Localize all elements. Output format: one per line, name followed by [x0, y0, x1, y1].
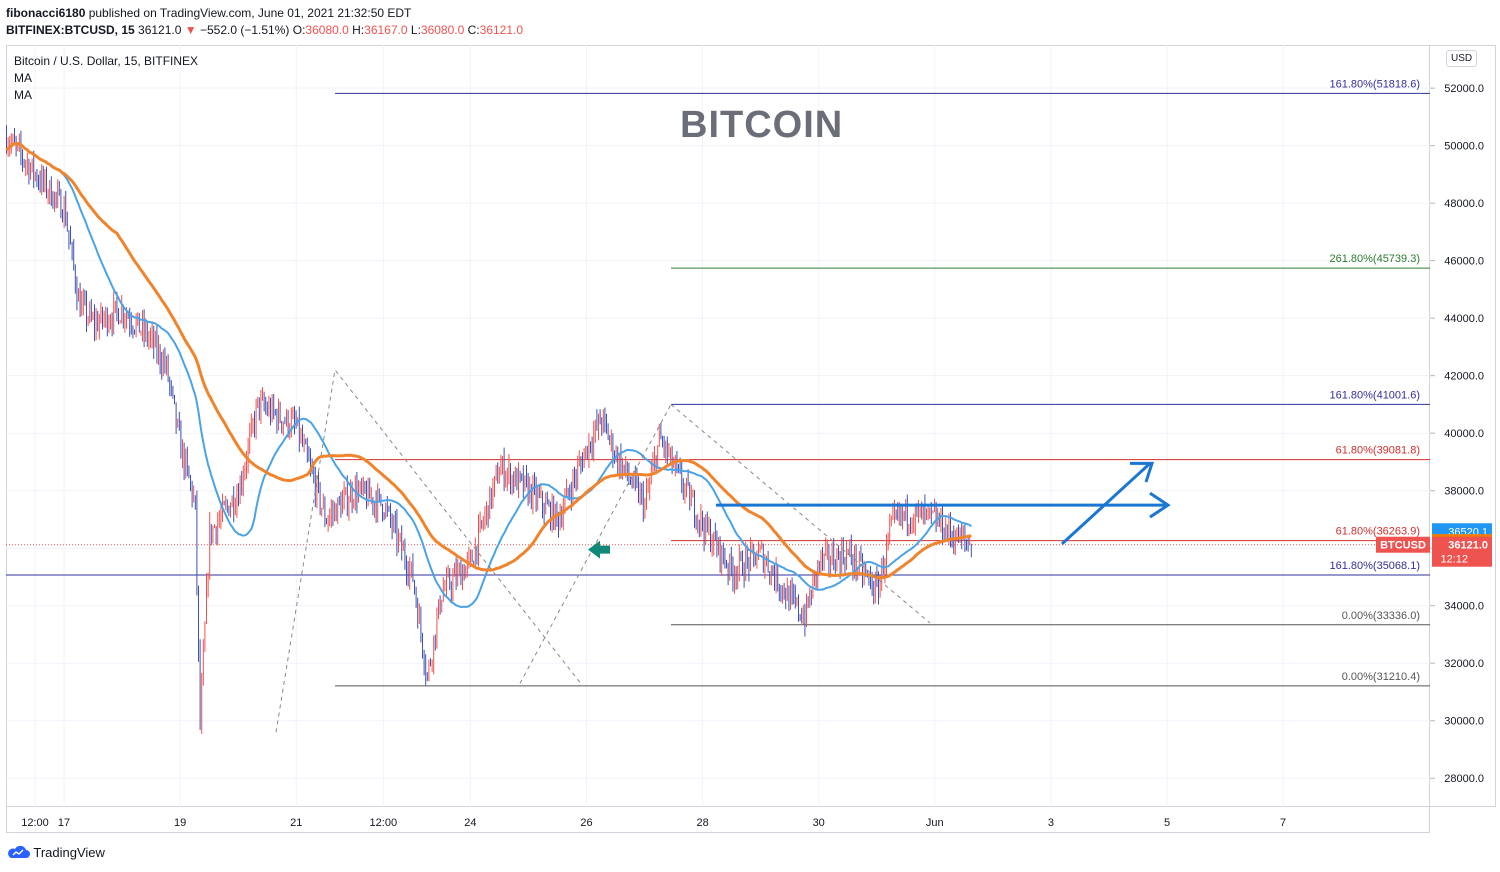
close-value: 36121.0 — [479, 23, 524, 37]
tradingview-brand[interactable]: TradingView — [6, 845, 105, 862]
low-value: 36080.0 — [420, 23, 465, 37]
high-label: H: — [352, 23, 365, 37]
x-tick-label: 12:00 — [21, 817, 49, 829]
x-tick-label: 3 — [1048, 817, 1054, 829]
tradingview-cloud-icon — [6, 845, 30, 862]
x-tick-label: 28 — [696, 817, 708, 829]
fib-level-label: 61.80%(36263.9) — [1336, 526, 1420, 538]
down-triangle-icon: ▼ — [184, 23, 197, 37]
y-tick-label: 28000.0 — [1444, 773, 1484, 785]
publish-text: published on TradingView.com, June 01, 2… — [85, 6, 412, 20]
fib-level-label: 161.80%(41001.6) — [1329, 389, 1420, 401]
x-tick-label: 30 — [813, 817, 825, 829]
y-tick-label: 42000.0 — [1444, 371, 1484, 383]
last-price-tag — [1432, 536, 1492, 567]
ohlc-header: BITFINEX:BTCUSD, 15 36121.0 ▼ −552.0 (−1… — [6, 23, 523, 37]
legend-ma-2[interactable]: MA — [14, 88, 32, 102]
x-tick-label: 26 — [580, 817, 592, 829]
price-change: −552.0 (−1.51%) — [200, 23, 290, 37]
fib-level-label: 0.00%(33336.0) — [1342, 610, 1420, 622]
symbol-tag — [1376, 536, 1430, 553]
trend-dashed-line — [519, 404, 672, 684]
publish-info: fibonacci6180 published on TradingView.c… — [6, 6, 411, 20]
open-value: 36080.0 — [305, 23, 349, 37]
x-tick-label: 19 — [174, 817, 186, 829]
projection-arrow — [1060, 462, 1152, 546]
y-tick-label: 50000.0 — [1444, 141, 1484, 153]
author-name[interactable]: fibonacci6180 — [6, 6, 86, 20]
high-value: 36167.0 — [364, 23, 408, 37]
fib-level-label: 161.80%(51818.6) — [1329, 78, 1420, 90]
close-label: C: — [467, 23, 480, 37]
y-tick-label: 46000.0 — [1444, 256, 1484, 268]
symbol-tag-text: BTCUSD — [1380, 540, 1426, 552]
chart-watermark: BITCOIN — [680, 104, 844, 146]
y-tick-label: 44000.0 — [1444, 313, 1484, 325]
fib-level-label: 261.80%(45739.3) — [1329, 253, 1420, 265]
y-tick-label: 38000.0 — [1444, 486, 1484, 498]
y-tick-label: 32000.0 — [1444, 658, 1484, 670]
legend-title: Bitcoin / U.S. Dollar, 15, BITFINEX — [14, 54, 199, 68]
y-tick-label: 30000.0 — [1444, 716, 1484, 728]
trend-dashed-line — [670, 404, 931, 624]
y-tick-label: 34000.0 — [1444, 601, 1484, 613]
x-tick-label: 21 — [290, 817, 302, 829]
legend-ma-1[interactable]: MA — [14, 71, 32, 85]
fib-level-label: 0.00%(31210.4) — [1342, 671, 1420, 683]
ma-slow-line — [5, 142, 972, 580]
symbol-label: BITFINEX:BTCUSD, 15 — [6, 23, 135, 37]
ray-arrow-head — [1149, 491, 1171, 519]
x-tick-label: 12:00 — [370, 817, 398, 829]
time-axis[interactable] — [6, 807, 1430, 833]
x-tick-label: Jun — [926, 817, 944, 829]
last-price: 36121.0 — [138, 23, 182, 37]
x-tick-label: 24 — [464, 817, 476, 829]
low-label: L: — [410, 23, 421, 37]
x-tick-label: 7 — [1280, 817, 1286, 829]
trend-dashed-line — [275, 368, 584, 733]
projection-arrow-head — [1130, 461, 1155, 483]
fib-level-label: 61.80%(39081.8) — [1336, 445, 1420, 457]
brand-name: TradingView — [33, 845, 105, 860]
chart-legend: Bitcoin / U.S. Dollar, 15, BITFINEX MA M… — [14, 53, 198, 104]
countdown-text: 12:12 — [1440, 554, 1468, 566]
x-tick-label: 17 — [58, 817, 70, 829]
currency-badge[interactable]: USD — [1446, 50, 1478, 67]
price-axis[interactable] — [1430, 45, 1496, 807]
y-tick-label: 52000.0 — [1444, 83, 1484, 95]
y-tick-label: 40000.0 — [1444, 428, 1484, 440]
left-arrow-icon — [588, 540, 610, 559]
chart-pane[interactable] — [6, 45, 1430, 807]
last-price-text: 36121.0 — [1448, 540, 1488, 552]
open-label: O: — [292, 23, 306, 37]
y-tick-label: 48000.0 — [1444, 198, 1484, 210]
fib-level-label: 161.80%(35068.1) — [1329, 560, 1420, 572]
x-tick-label: 5 — [1164, 817, 1170, 829]
